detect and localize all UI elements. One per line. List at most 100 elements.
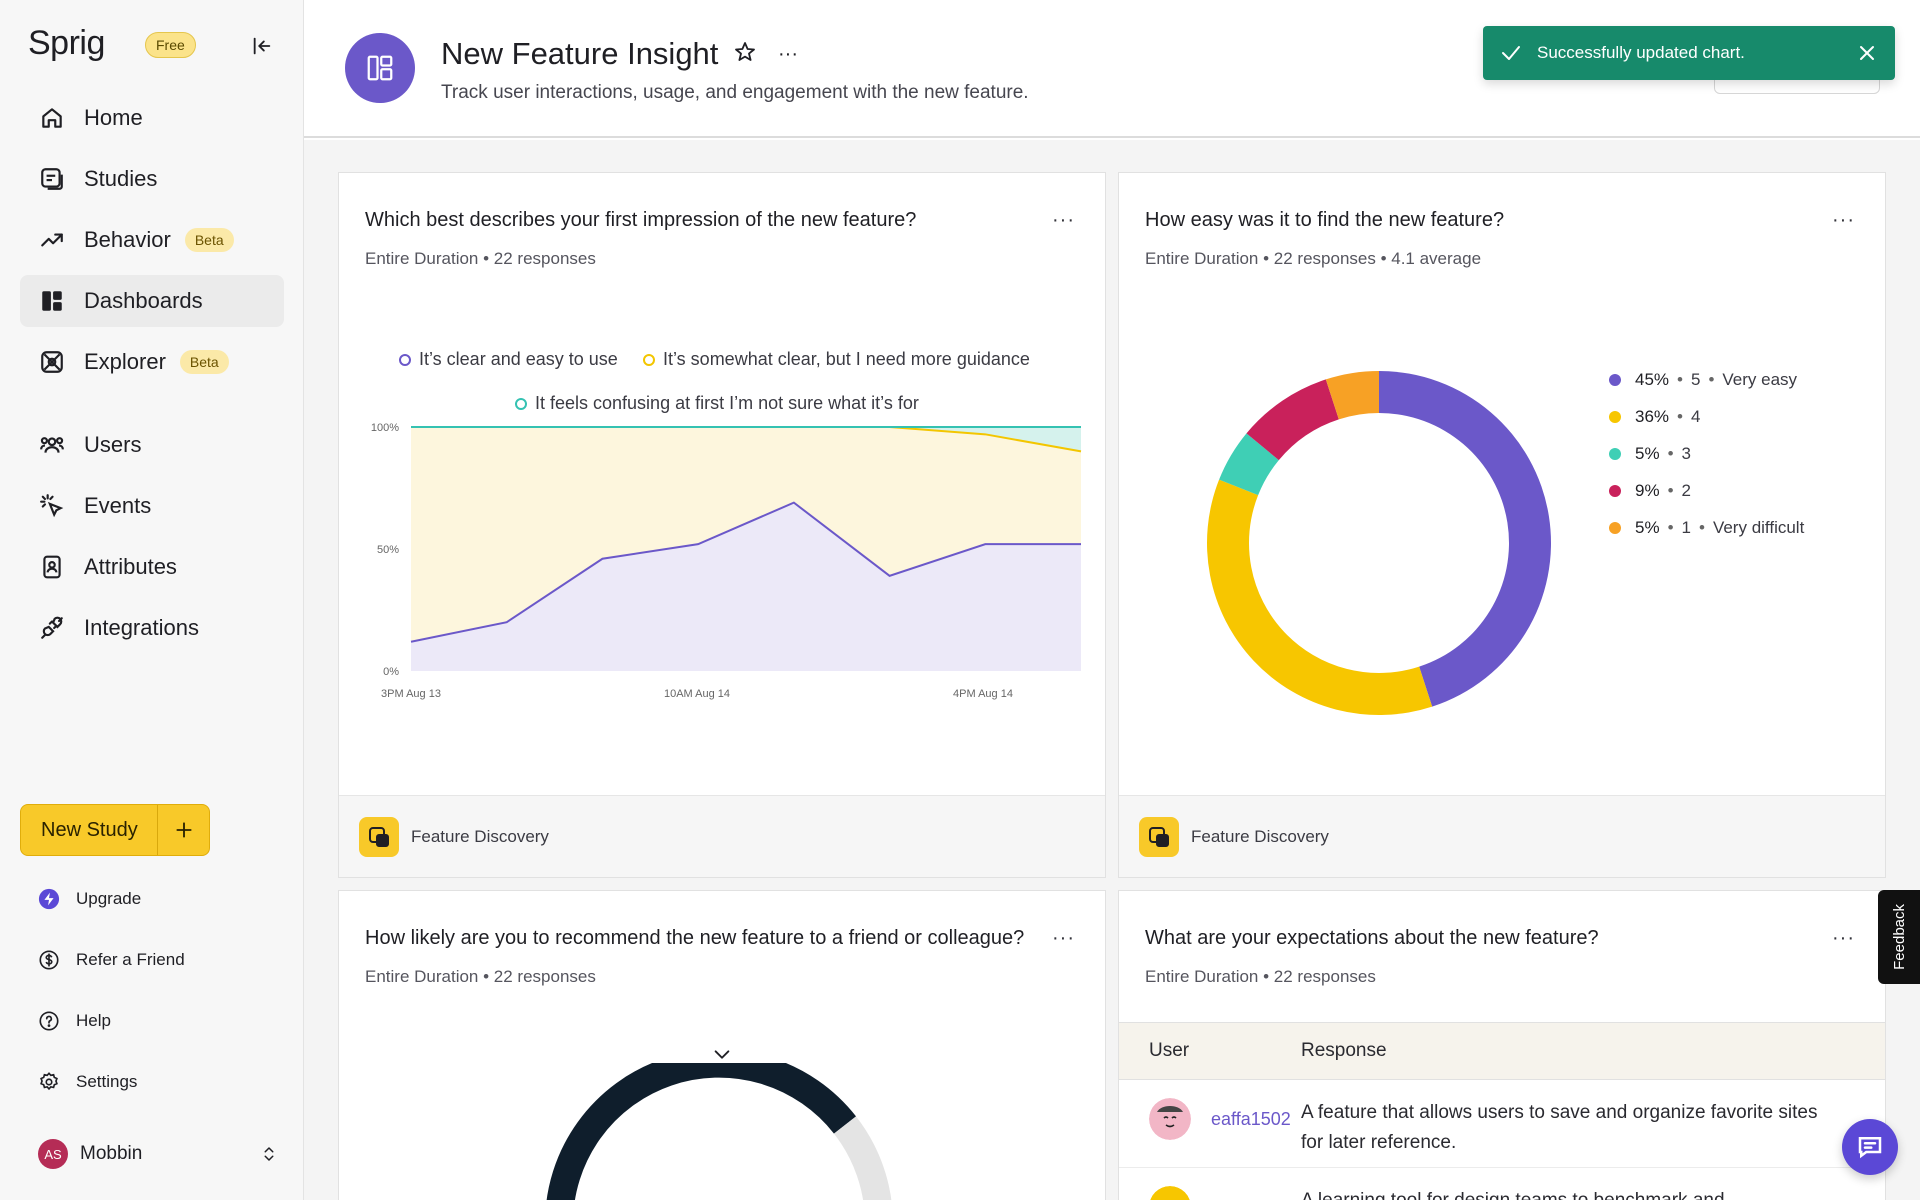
donut-slice-3[interactable] [1246, 379, 1339, 461]
nav-label: Behavior [84, 227, 171, 252]
chevron-down-icon[interactable] [711, 1047, 733, 1063]
donut-slice-1[interactable] [1207, 479, 1433, 715]
dashboard-avatar-icon [345, 33, 415, 103]
area-fill-series-1 [411, 427, 1081, 642]
legend-item[interactable]: It’s somewhat clear, but I need more gui… [643, 349, 1030, 370]
plus-icon [175, 822, 192, 838]
sub-nav-label: Refer a Friend [76, 950, 185, 969]
slice-percent: 5% [1635, 443, 1660, 463]
legend-marker [1609, 484, 1621, 497]
nav-item-behavior[interactable]: Behavior Beta [20, 214, 284, 266]
account-switcher[interactable]: AS Mobbin [38, 1136, 278, 1172]
more-options-button[interactable]: ··· [774, 40, 802, 68]
y-tick-label: 0% [383, 666, 399, 678]
slice-score: 3 [1681, 443, 1691, 463]
nav-item-settings[interactable]: Settings [38, 1063, 278, 1101]
legend-label: It’s somewhat clear, but I need more gui… [663, 349, 1030, 369]
user-id-link[interactable]: eaffa1502 [1211, 1108, 1291, 1129]
study-name: Feature Discovery [1191, 826, 1329, 846]
nav-item-explorer[interactable]: Explorer Beta [20, 336, 284, 388]
nav-item-refer[interactable]: Refer a Friend [38, 941, 278, 979]
donut-slice-4[interactable] [1325, 371, 1379, 420]
card-footer[interactable]: Feature Discovery [339, 795, 1105, 877]
events-icon [38, 492, 66, 520]
card-more-button[interactable]: ··· [1052, 927, 1075, 949]
stacked-area-chart: 100% 50% 0% 3PM Aug 13 10AM Aug 14 4PM Aug 14 [371, 422, 1082, 700]
collapse-icon [253, 37, 271, 55]
toast-message: Successfully updated chart. [1537, 43, 1745, 62]
nav-item-attributes[interactable]: Attributes [20, 541, 284, 593]
star-icon [735, 42, 755, 61]
favorite-button[interactable] [733, 40, 761, 68]
nps-gauge [546, 1063, 892, 1200]
dollar-icon [38, 949, 60, 971]
gear-icon [38, 1071, 60, 1093]
card-title: How easy was it to find the new feature? [1145, 209, 1505, 231]
nav-item-upgrade[interactable]: Upgrade [38, 880, 278, 918]
beta-badge: Beta [184, 228, 234, 252]
card-more-button[interactable]: ··· [1832, 209, 1855, 231]
legend-item[interactable]: It feels confusing at first I’m not sure… [515, 393, 919, 414]
user-avatar [1149, 1098, 1191, 1140]
legend-label: It feels confusing at first I’m not sure… [535, 393, 919, 413]
collapse-sidebar-button[interactable] [246, 30, 278, 62]
card-meta: Entire Duration • 22 responses [365, 967, 596, 986]
nav-item-help[interactable]: Help [38, 1002, 278, 1040]
chat-button[interactable] [1842, 1119, 1898, 1175]
avatar: AS [38, 1139, 68, 1169]
page-subtitle: Track user interactions, usage, and enga… [441, 82, 1029, 103]
legend-item: 5% • 1 • Very difficult [1609, 509, 1804, 546]
study-name: Feature Discovery [411, 826, 549, 846]
account-name: Mobbin [80, 1143, 143, 1164]
column-header-response: Response [1301, 1040, 1387, 1061]
card-more-button[interactable]: ··· [1832, 927, 1855, 949]
nav-label: Explorer [84, 349, 166, 374]
close-icon[interactable] [1855, 41, 1879, 65]
card-meta: Entire Duration • 22 responses • 4.1 ave… [1145, 249, 1482, 268]
slice-score: 2 [1681, 480, 1691, 500]
chevron-updown-icon [264, 1147, 274, 1161]
legend-item: 36% • 4 [1609, 398, 1804, 435]
legend-item[interactable]: It’s clear and easy to use [399, 349, 618, 370]
legend-marker [1609, 410, 1621, 423]
card-more-button[interactable]: ··· [1052, 209, 1075, 231]
nav-item-integrations[interactable]: Integrations [20, 602, 284, 654]
card-meta: Entire Duration • 22 responses [1145, 967, 1376, 986]
legend-marker [1609, 447, 1621, 460]
text-response-card: What are your expectations about the new… [1118, 890, 1886, 1200]
legend-item: 5% • 3 [1609, 435, 1804, 472]
table-row[interactable]: A learning tool for design teams to benc… [1119, 1168, 1885, 1200]
legend-marker [515, 397, 527, 410]
nav-item-dashboards[interactable]: Dashboards [20, 275, 284, 327]
logo[interactable]: Sprig [28, 24, 105, 62]
card-footer[interactable]: Feature Discovery [1119, 795, 1885, 877]
donut-slice-0[interactable] [1379, 371, 1551, 707]
main-nav: Home Studies Behavior Beta Dashboards Ex… [20, 92, 284, 663]
nav-item-users[interactable]: Users [20, 419, 284, 471]
help-icon [38, 1010, 60, 1032]
attributes-icon [38, 553, 66, 581]
chart-card-first-impression: Which best describes your first impressi… [338, 172, 1106, 878]
slice-label: Very easy [1722, 369, 1798, 389]
area-fill-series-2 [411, 427, 1081, 452]
nav-item-studies[interactable]: Studies [20, 153, 284, 205]
nav-item-home[interactable]: Home [20, 92, 284, 144]
legend-marker [1609, 521, 1621, 534]
donut-slice-2[interactable] [1219, 433, 1279, 496]
chart-card-ease-of-finding: How easy was it to find the new feature?… [1118, 172, 1886, 878]
donut-chart [1207, 371, 1551, 715]
legend-marker [643, 353, 655, 366]
table-row[interactable]: eaffa1502 A feature that allows users to… [1119, 1080, 1885, 1168]
feedback-tab[interactable]: Feedback [1878, 890, 1920, 984]
study-icon [1139, 816, 1179, 857]
nav-label: Home [84, 105, 143, 130]
new-study-plus-button[interactable] [157, 805, 209, 855]
nav-item-events[interactable]: Events [20, 480, 284, 532]
explorer-icon [38, 348, 66, 376]
nav-label: Dashboards [84, 288, 203, 313]
nav-label: Attributes [84, 554, 177, 579]
nav-label: Users [84, 432, 142, 457]
users-icon [38, 431, 66, 459]
slice-percent: 9% [1635, 480, 1660, 500]
new-study-button[interactable]: New Study [41, 818, 138, 841]
